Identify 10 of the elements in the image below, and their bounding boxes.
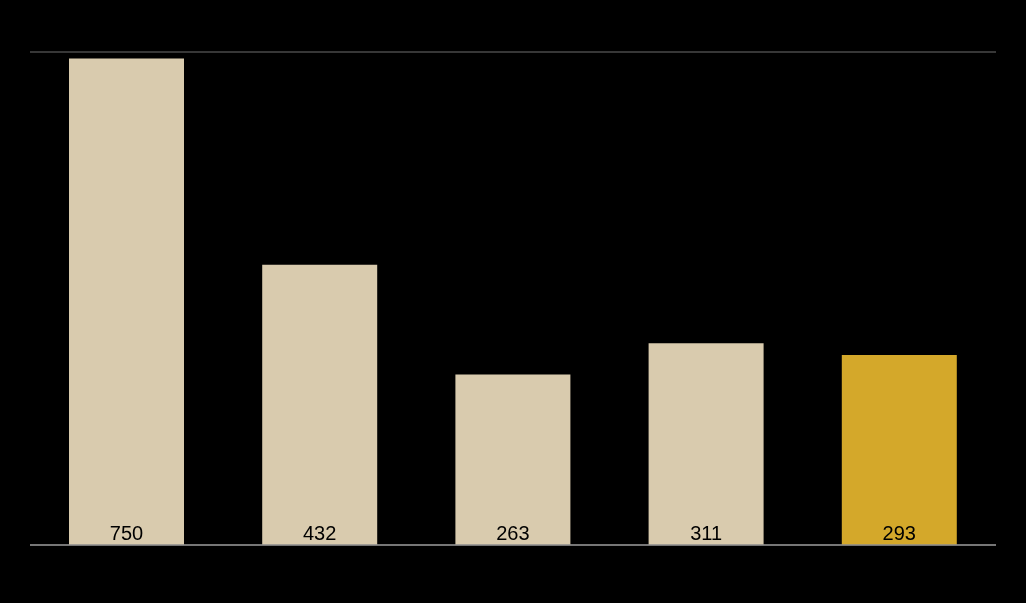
data-label: 311 xyxy=(690,522,723,544)
bar xyxy=(841,354,957,545)
data-label: 432 xyxy=(303,522,337,544)
bar xyxy=(648,343,764,545)
data-label: 750 xyxy=(109,522,144,544)
bar xyxy=(455,374,571,545)
data-label: 263 xyxy=(496,522,530,544)
bar xyxy=(262,264,378,545)
data-label: 293 xyxy=(882,522,916,544)
bar xyxy=(69,58,184,545)
